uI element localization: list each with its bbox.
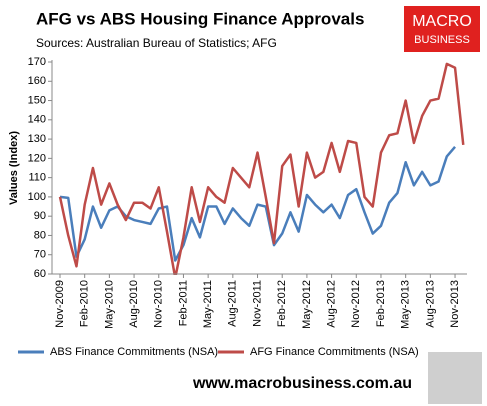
x-tick-label: May-2010 [103, 280, 115, 329]
wolf-icon [428, 352, 482, 404]
y-tick-label: 130 [28, 133, 46, 145]
series-line [59, 145, 456, 262]
y-tick-label: 80 [34, 229, 46, 241]
x-tick-label: Aug-2013 [424, 280, 436, 328]
legend-label: ABS Finance Commitments (NSA) [50, 346, 218, 358]
y-tick-label: 70 [34, 249, 46, 261]
y-tick-label: 120 [28, 152, 46, 164]
logo-text: BUSINESS [414, 34, 470, 46]
x-tick-label: Aug-2010 [128, 280, 140, 328]
chart-title: AFG vs ABS Housing Finance Approvals [36, 9, 364, 28]
x-tick-label: May-2011 [202, 280, 214, 328]
y-tick-label: 60 [34, 268, 46, 280]
x-tick-label: Nov-2013 [449, 280, 461, 328]
y-tick-label: 110 [28, 172, 46, 184]
x-tick-label: Feb-2013 [375, 280, 387, 327]
x-tick-label: Feb-2012 [276, 280, 288, 327]
x-tick-label: Nov-2009 [54, 280, 66, 328]
x-tick-label: Nov-2012 [350, 280, 362, 328]
y-tick-label: 170 [28, 56, 46, 68]
footer: www.macrobusiness.com.au [192, 375, 412, 392]
x-tick-label: Aug-2011 [227, 280, 239, 327]
x-tick-label: Nov-2010 [153, 280, 165, 328]
x-tick-label: Aug-2012 [325, 280, 337, 328]
x-tick-label: Feb-2011 [177, 280, 189, 326]
y-tick-label: 160 [28, 75, 46, 87]
y-tick-label: 150 [28, 94, 46, 106]
series-line [58, 62, 465, 275]
x-tick-label: Nov-2011 [251, 280, 263, 327]
x-tick-label: May-2013 [400, 280, 412, 329]
y-tick-label: 140 [28, 114, 46, 126]
logo-text: MACRO [412, 13, 472, 30]
x-tick-label: Feb-2010 [79, 280, 91, 327]
y-axis-label: Values (Index) [8, 131, 20, 205]
legend-label: AFG Finance Commitments (NSA) [250, 346, 419, 358]
y-tick-label: 100 [28, 191, 46, 203]
chart-subtitle: Sources: Australian Bureau of Statistics… [36, 36, 277, 50]
x-tick-label: May-2012 [301, 280, 313, 329]
logo-box [404, 6, 480, 52]
y-tick-label: 90 [34, 210, 46, 222]
